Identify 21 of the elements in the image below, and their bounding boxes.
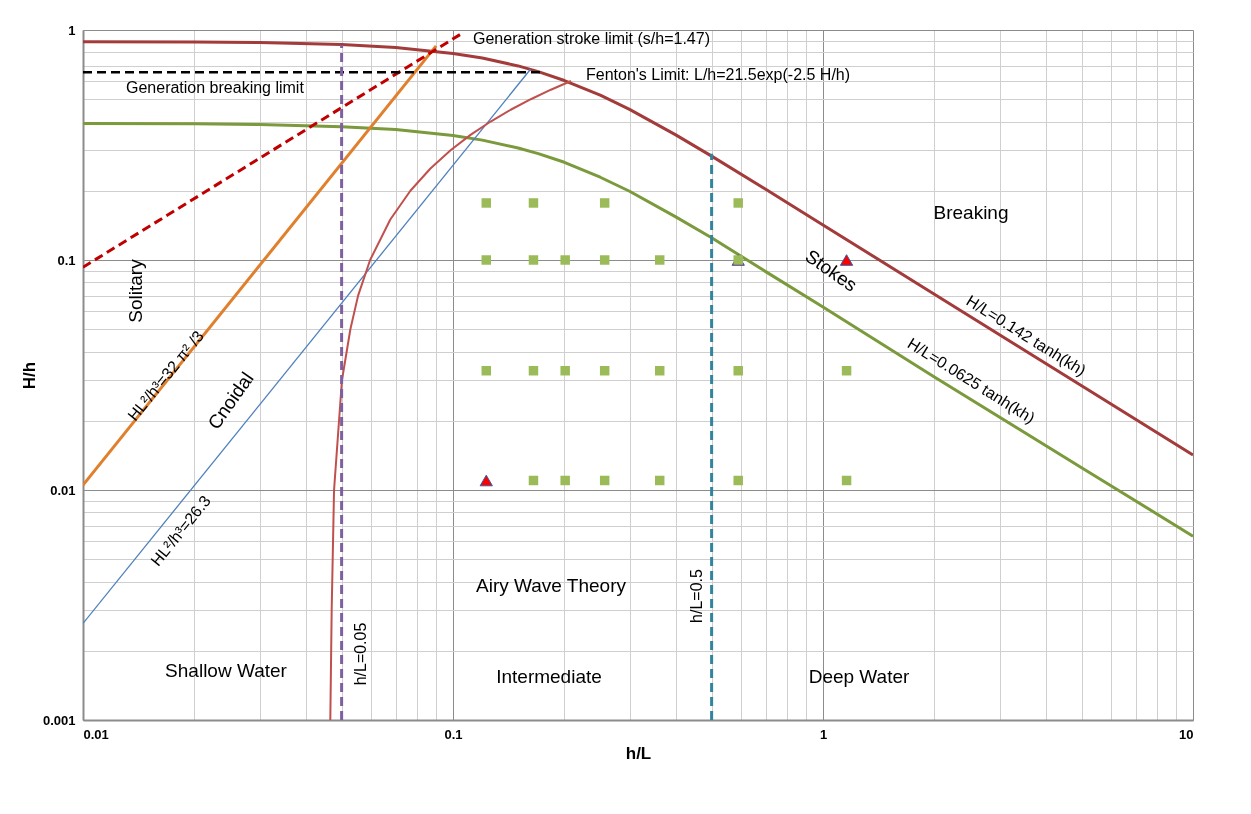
y-axis-title: H/h [19,361,39,390]
x-tick-label: 0.01 [83,726,109,742]
y-tick-label: 0.01 [50,482,76,498]
y-tick-label: 0.001 [42,712,76,728]
annotation: Breaking [933,202,1009,223]
x-axis-title: h/L [625,743,652,763]
annotation: Intermediate [496,666,602,687]
series-label: Generation breaking limit [126,79,305,96]
series-label: Generation stroke limit (s/h=1.47) [473,30,710,47]
y-tick-label: 1 [68,22,76,38]
annotation: Shallow Water [165,660,288,681]
y-tick-label: 0.1 [57,252,76,268]
x-tick-label: 0.1 [444,726,463,742]
series-label: Fenton's Limit: L/h=21.5exp(-2.5 H/h) [586,66,851,83]
x-tick-label: 10 [1179,726,1194,742]
annotation: Airy Wave Theory [476,575,627,596]
x-tick-label: 1 [819,726,828,742]
text: h/L=0.5 [688,568,705,623]
text: h/L=0.05 [352,622,369,686]
annotation: Deep Water [808,666,911,687]
annotation: Solitary [125,258,146,323]
